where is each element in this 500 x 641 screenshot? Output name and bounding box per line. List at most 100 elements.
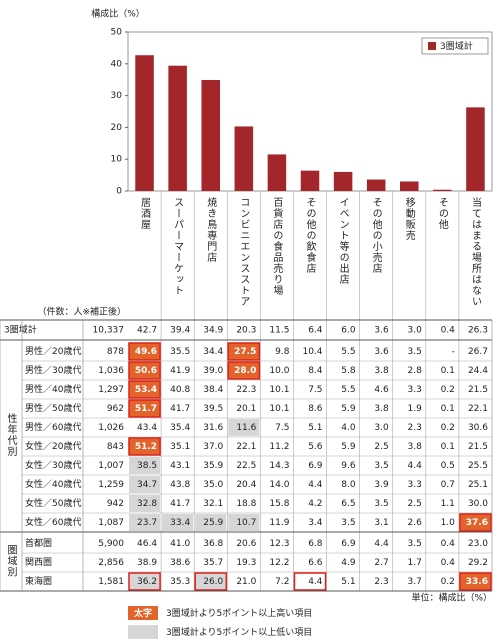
legend-text: 3圏域計より5ポイント以上低い項目 [166,626,312,638]
bar [400,181,419,191]
legend-box [421,37,489,55]
cell: 2,856 [98,558,124,568]
cell: 3.5 [374,499,388,509]
cell: 22.1 [468,404,488,414]
cell: 6.8 [308,539,323,549]
y-tick-label: 50 [111,28,123,38]
low-cell [128,572,161,591]
cell: 3.0 [407,326,422,336]
low-cell [129,495,161,512]
cell: 43.4 [137,423,157,433]
bar [267,154,287,191]
row-label: 男性／50歳代 [25,402,81,414]
cell: 35.9 [203,461,223,471]
high-cell [128,399,161,418]
cell: 0.1 [441,366,455,376]
cell: 843 [107,442,124,452]
cell: 34.4 [203,347,223,357]
cell: 10.1 [269,404,289,414]
cell: 30.0 [468,499,488,509]
y-axis-label: 構成比（%） [91,8,145,20]
x-tick-label: スーパーマーケット [172,197,184,296]
cell: 5.8 [341,366,356,376]
row-label: 女性／20歳代 [25,440,81,452]
low-cell [129,457,161,474]
cell: 33.6 [466,577,488,587]
cell: 5.1 [308,423,322,433]
bar [234,126,254,191]
bar [201,80,220,191]
cell: 22.1 [236,442,256,452]
cell: 0.4 [441,326,456,336]
x-tick-label: 移動販売 [403,196,415,241]
cell: 21.0 [236,577,256,587]
high-cell [227,361,261,380]
cell: 21.5 [468,442,488,452]
cell: 20.1 [236,404,256,414]
bar [333,171,353,191]
cell: 10.4 [302,347,322,357]
y-tick-label: 10 [111,155,123,165]
cell: 35.1 [170,442,190,452]
row-label: 男性／60歳代 [25,421,81,433]
row-label: 女性／30歳代 [25,459,81,471]
cell: 0.1 [441,404,455,414]
cell: 20.3 [236,326,256,336]
cell: 5,900 [98,539,124,549]
group-label: 性年代別 [5,412,17,457]
legend-low [128,625,158,639]
high-cell [459,513,492,532]
cell: 3.0 [374,423,389,433]
y-tick-label: 0 [116,187,122,197]
cell: 22.5 [236,461,256,471]
cell: 1.7 [407,558,421,568]
cell: 9.6 [341,461,356,471]
cell: 37.0 [203,442,223,452]
cell: 37.6 [466,518,488,528]
cell: 4.4 [407,461,422,471]
cell: 6.5 [341,499,355,509]
high-cell [128,342,161,361]
x-tick-label: 百貨店の食品売り場 [271,197,283,296]
cell: 25.5 [468,461,488,471]
cell: 2.7 [374,558,388,568]
cell: 12.3 [269,539,289,549]
cell: 34.9 [203,326,223,336]
cell: 7.5 [308,385,322,395]
cell: 14.0 [269,480,289,490]
x-tick-label: 焼き鳥専門店 [205,197,217,263]
row-label: 男性／30歳代 [25,364,81,376]
legend-label: 3圏域計 [440,40,473,52]
cell: 23.0 [468,539,488,549]
x-tick-label: 居酒屋 [139,197,151,230]
cell: 1,026 [98,423,124,433]
cell: 41.9 [170,366,190,376]
cell: 36.8 [203,539,223,549]
row-label: 女性／50歳代 [25,497,81,509]
y-tick-label: 40 [111,59,123,69]
bar [366,179,386,191]
cell: 29.2 [468,558,488,568]
cell: 43.1 [170,461,190,471]
cell: 0.7 [441,480,455,490]
cell: 51.7 [135,404,157,414]
cell: 10.7 [236,518,256,528]
cell: 7.5 [275,423,289,433]
cell: 39.0 [203,366,223,376]
cell: 1.0 [441,518,456,528]
high-cell [128,380,161,399]
cell: 39.4 [170,326,190,336]
cell: 5.6 [308,442,323,452]
cell: 3.8 [374,366,389,376]
cell: 0.2 [441,423,455,433]
cell: 26.3 [468,326,488,336]
cell: 38.6 [170,558,190,568]
bar [433,189,452,191]
cell: 4.4 [308,480,323,490]
row-label: 男性／40歳代 [25,383,81,395]
cell: 40.8 [170,385,190,395]
cell: 1,581 [98,577,124,587]
cell: 3.8 [374,404,389,414]
low-cell [194,572,228,591]
cell: 10.0 [269,366,289,376]
